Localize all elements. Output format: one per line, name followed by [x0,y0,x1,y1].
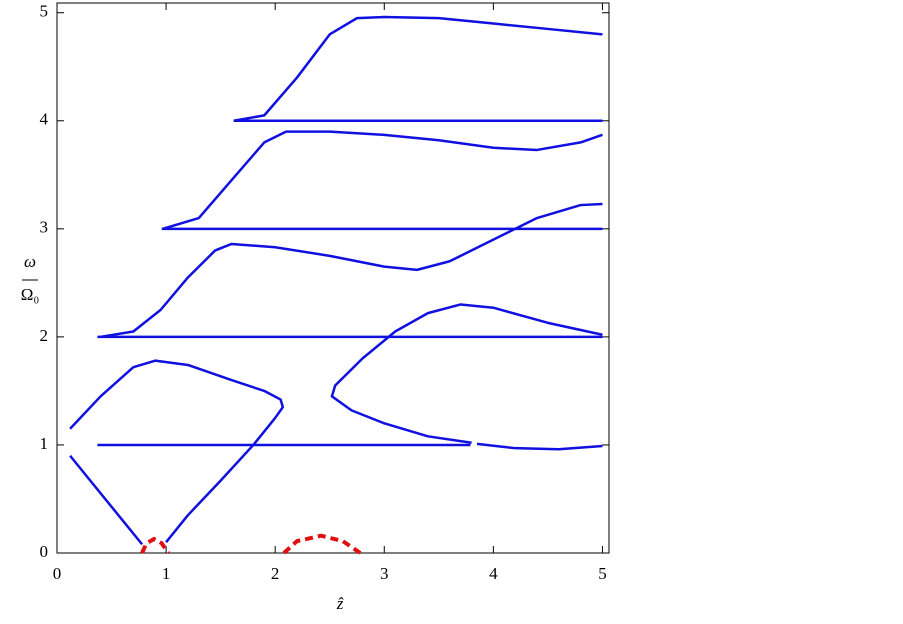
plot-frame [56,2,610,554]
curve [140,536,170,555]
y-tick-label: 0 [40,542,49,561]
y-tick-label: 5 [40,2,49,21]
y-tick-label: 4 [40,110,49,129]
curve [69,454,144,546]
curve [69,359,285,543]
y-axis-label-denominator: Ω₀ [21,285,40,304]
y-tick-label: 3 [40,218,49,237]
x-tick-label: 2 [271,564,280,583]
curve [100,202,603,339]
x-tick-label: 4 [489,564,498,583]
curve [476,442,603,451]
y-tick-label: 2 [40,326,49,345]
x-axis-label: ẑ [336,594,344,613]
x-tick-label: 3 [380,564,389,583]
curve [282,533,362,555]
y-axis-label-numerator: ω [24,252,36,271]
y-tick-label: 1 [40,434,49,453]
curve [162,130,603,231]
x-tick-label: 5 [598,564,607,583]
curve [330,303,603,445]
x-tick-label: 1 [162,564,171,583]
curve [233,15,603,123]
x-tick-label: 0 [53,564,62,583]
